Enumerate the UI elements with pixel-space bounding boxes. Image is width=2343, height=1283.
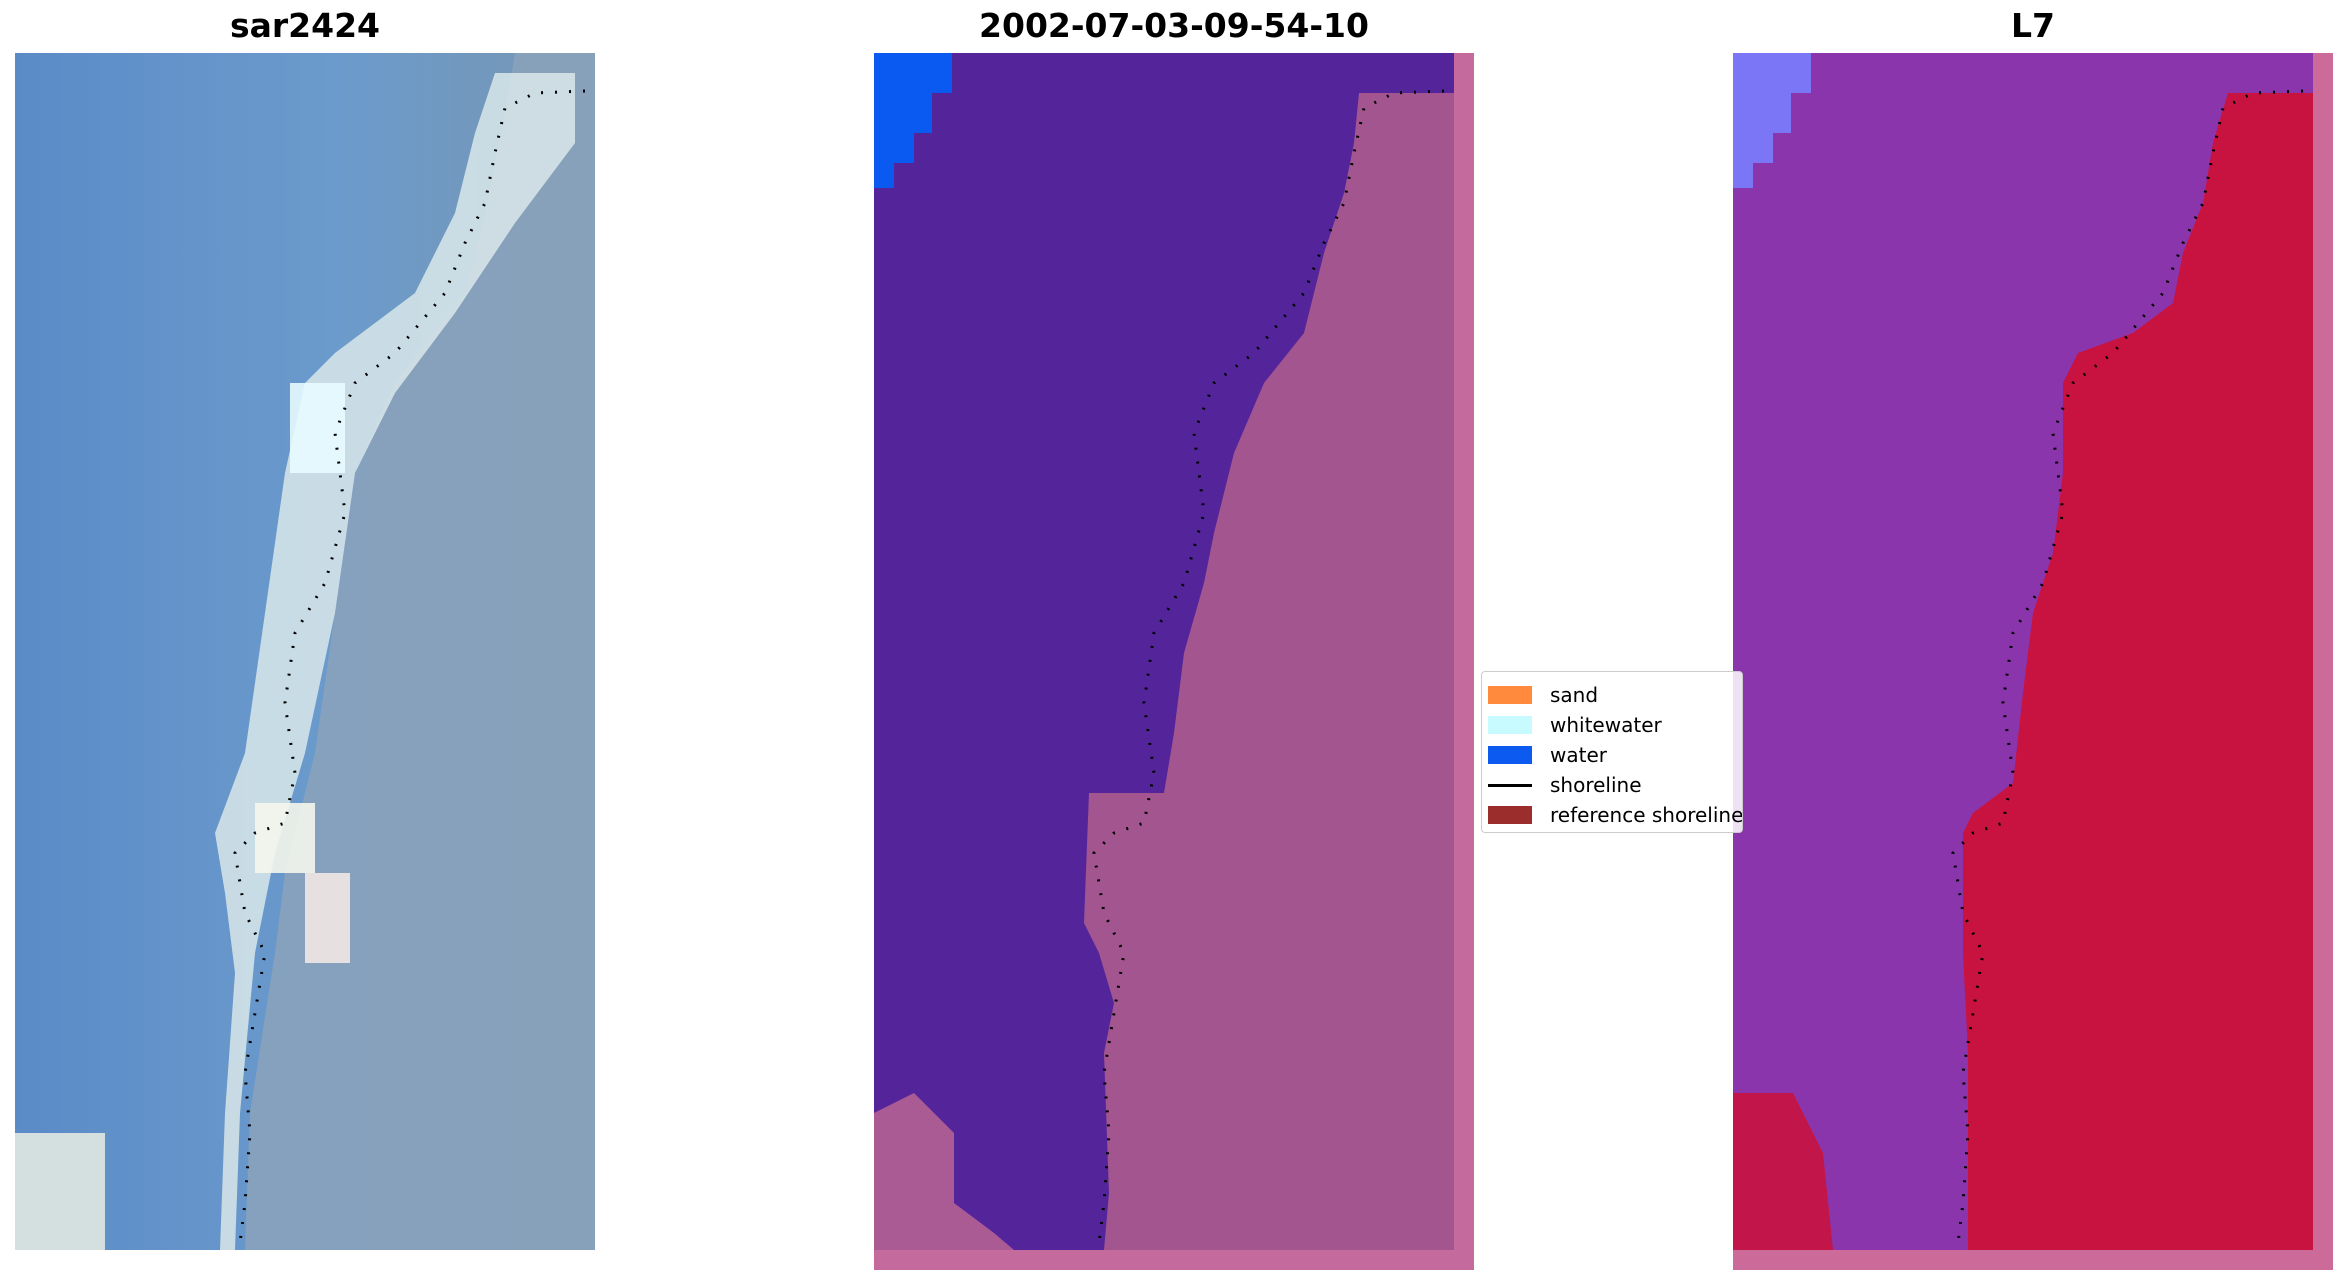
l7-land-area (1963, 93, 2313, 1250)
legend-item-sand: sand (1488, 682, 1598, 708)
legend-item-water: water (1488, 742, 1607, 768)
sand-swatch (1488, 686, 1532, 704)
shoreline-line-2 (1092, 89, 1445, 1244)
water-swatch (1488, 746, 1532, 764)
legend-item-whitewater: whitewater (1488, 712, 1662, 738)
l7-water-patch (1733, 53, 1811, 188)
sar-surf-band (215, 73, 575, 1250)
l7-bottom-left-land (1733, 1093, 1833, 1250)
class-bottom-left-land (874, 1093, 1014, 1250)
whitewater-swatch (1488, 716, 1532, 734)
image-panel-rgb (15, 53, 595, 1250)
image-panel-l7 (1733, 53, 2333, 1270)
legend-label-sand: sand (1550, 683, 1599, 707)
legend-label-reference-shoreline: reference shoreline (1550, 803, 1743, 827)
panel-title-l7: L7 (2011, 6, 2055, 45)
reference-shoreline-swatch (1488, 806, 1532, 824)
legend-label-water: water (1550, 743, 1607, 767)
legend: sand whitewater water shoreline referenc… (1481, 671, 1743, 833)
panel-title-sar2424: sar2424 (229, 6, 381, 45)
legend-item-shoreline: shoreline (1488, 772, 1642, 798)
panel-title-date: 2002-07-03-09-54-10 (979, 6, 1369, 45)
shoreline-line-3 (1951, 89, 2304, 1244)
legend-item-reference-shoreline: reference shoreline (1488, 802, 1743, 828)
shoreline-line (233, 89, 586, 1244)
class-water-patch (874, 53, 952, 188)
legend-label-shoreline: shoreline (1550, 773, 1642, 797)
class-land-area (1084, 93, 1454, 1250)
image-panel-classification (874, 53, 1474, 1270)
legend-label-whitewater: whitewater (1550, 713, 1662, 737)
shoreline-swatch (1488, 783, 1532, 787)
